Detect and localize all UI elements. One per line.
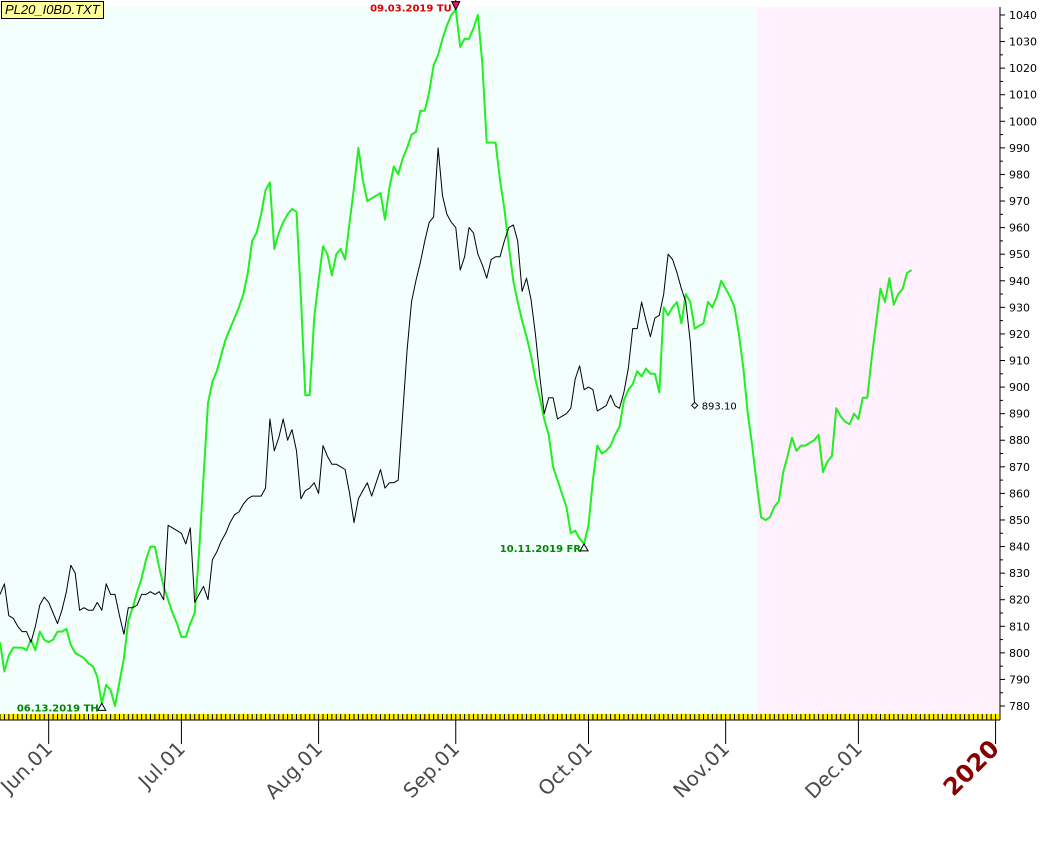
low-marker	[579, 542, 589, 552]
projection-background	[756, 7, 1000, 714]
last-value-label: 893.10	[702, 401, 737, 412]
low-annotation: 10.11.2019 FR	[500, 544, 582, 555]
y-tick-label: 990	[1009, 142, 1030, 155]
x-axis-tick-bar	[0, 714, 1001, 720]
last-value-marker	[690, 401, 699, 410]
y-tick-label: 790	[1009, 673, 1030, 686]
series-line-black	[0, 147, 696, 643]
x-tick-label: Jul.01	[132, 737, 190, 795]
low-marker	[96, 702, 107, 711]
y-tick-label: 830	[1009, 567, 1030, 580]
y-tick-label: 910	[1009, 355, 1030, 368]
high-annotation: 09.03.2019 TU	[370, 4, 452, 15]
y-axis: 780 790 800 810 820 830 840 850 860 870 880 890 900 9…	[1000, 9, 1037, 713]
y-tick-label: 940	[1009, 275, 1030, 288]
x-tick-label: Aug.01	[260, 737, 327, 804]
x-axis: Jun.01 Jul.01 Aug.01 Sep.01 Oct.01 Nov.01 Dec.…	[0, 720, 1005, 804]
y-tick-label: 1000	[1009, 115, 1037, 128]
high-marker	[450, 1, 461, 11]
x-tick-label: Sep.01	[398, 737, 464, 803]
y-tick-label: 1040	[1009, 9, 1037, 22]
y-tick-label: 1010	[1009, 89, 1037, 102]
y-tick-label: 980	[1009, 168, 1030, 181]
y-tick-label: 1020	[1009, 62, 1037, 75]
x-tick-label: Dec.01	[800, 737, 867, 804]
y-tick-label: 960	[1009, 222, 1030, 235]
y-tick-label: 880	[1009, 434, 1030, 447]
low-annotation: 06.13.2019 TH	[17, 703, 99, 714]
y-tick-label: 780	[1009, 700, 1030, 713]
y-tick-label: 920	[1009, 328, 1030, 341]
y-tick-label: 970	[1009, 195, 1030, 208]
y-tick-label: 890	[1009, 408, 1030, 421]
y-tick-label: 820	[1009, 594, 1030, 607]
x-tick-label: Jun.01	[0, 737, 57, 800]
x-tick-label: Oct.01	[533, 737, 597, 801]
y-tick-label: 950	[1009, 248, 1030, 261]
y-tick-label: 850	[1009, 514, 1030, 527]
y-tick-label: 810	[1009, 620, 1030, 633]
annotation-layer: 09.03.2019 TU 10.11.2019 FR 06.13.2019 TH 8…	[17, 0, 737, 714]
file-name-label: PL20_I0BD.TXT	[1, 1, 104, 19]
y-tick-label: 900	[1009, 381, 1030, 394]
x-tick-label: 2020	[938, 734, 1005, 801]
y-tick-label: 930	[1009, 301, 1030, 314]
y-tick-label: 840	[1009, 541, 1030, 554]
y-tick-label: 860	[1009, 487, 1030, 500]
y-tick-label: 1030	[1009, 36, 1037, 49]
y-tick-label: 800	[1009, 647, 1030, 660]
x-tick-label: Nov.01	[668, 737, 734, 803]
y-tick-label: 870	[1009, 461, 1030, 474]
history-background	[0, 7, 757, 714]
